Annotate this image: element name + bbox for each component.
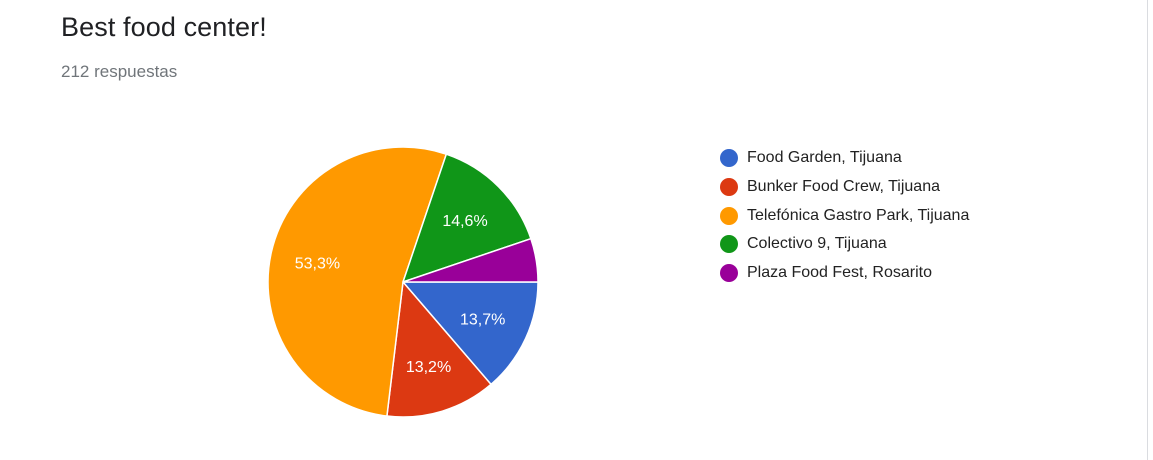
legend-swatch — [720, 206, 738, 225]
pie-chart: 13,7% 13,2% 53,3% 14,6% — [267, 146, 539, 418]
legend-label: Food Garden, Tijuana — [747, 149, 902, 167]
legend-item-colectivo-9-tijuana[interactable]: Colectivo 9, Tijuana — [720, 230, 969, 259]
legend-swatch — [720, 235, 738, 254]
legend-label: Plaza Food Fest, Rosarito — [747, 264, 932, 282]
slice-label-telefonica-gastro-park-tijuana: 53,3% — [295, 256, 340, 273]
legend-item-bunker-food-crew-tijuana[interactable]: Bunker Food Crew, Tijuana — [720, 173, 969, 202]
legend: Food Garden, Tijuana Bunker Food Crew, Ti… — [720, 144, 969, 287]
slice-label-food-garden-tijuana: 13,7% — [460, 312, 505, 329]
legend-label: Colectivo 9, Tijuana — [747, 235, 887, 253]
pie-slice-bunker-food-crew-tijuana[interactable] — [386, 281, 492, 418]
pie-slice-food-garden-tijuana[interactable] — [402, 281, 539, 386]
legend-swatch — [720, 264, 738, 283]
legend-label: Bunker Food Crew, Tijuana — [747, 178, 940, 196]
card-edge — [1147, 0, 1148, 460]
pie-slice-plaza-food-fest-rosarito[interactable] — [402, 237, 539, 283]
question-title: Best food center! — [61, 12, 267, 42]
response-count: 212 respuestas — [61, 62, 178, 81]
slice-label-colectivo-9-tijuana: 14,6% — [442, 213, 487, 230]
legend-swatch — [720, 178, 738, 197]
pie-slice-colectivo-9-tijuana[interactable] — [402, 153, 532, 283]
legend-item-telefonica-gastro-park-tijuana[interactable]: Telefónica Gastro Park, Tijuana — [720, 201, 969, 230]
legend-swatch — [720, 149, 738, 168]
legend-item-food-garden-tijuana[interactable]: Food Garden, Tijuana — [720, 144, 969, 173]
legend-item-plaza-food-fest-rosarito[interactable]: Plaza Food Fest, Rosarito — [720, 259, 969, 288]
legend-label: Telefónica Gastro Park, Tijuana — [747, 206, 970, 224]
pie-slice-telefonica-gastro-park-tijuana[interactable] — [267, 146, 448, 417]
slice-label-bunker-food-crew-tijuana: 13,2% — [406, 359, 451, 376]
